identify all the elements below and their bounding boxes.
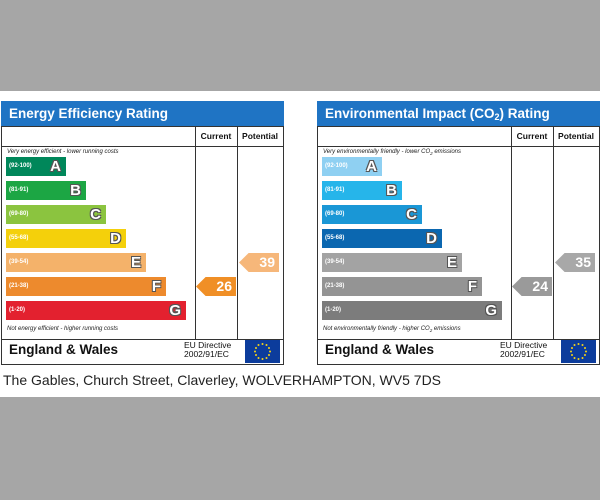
title-prefix: Environmental Impact (CO (325, 106, 495, 121)
potential-rating-arrow: 35 (555, 253, 595, 272)
potential-rating-value: 35 (575, 254, 591, 270)
bottom-note-subscript: 2 (429, 328, 433, 334)
rating-band-e: (39-54) E (6, 253, 146, 272)
eu-directive-line-1: EU Directive (500, 340, 548, 350)
band-range-label: (69-80) (325, 211, 345, 217)
property-address: The Gables, Church Street, Claverley, WO… (3, 372, 442, 388)
eu-directive-label: EU Directive 2002/91/EC (500, 341, 547, 359)
band-range-label: (69-80) (9, 211, 29, 217)
rating-band-e: (39-54) E (322, 253, 462, 272)
potential-column-header: Potential (242, 131, 278, 141)
band-letter: B (70, 182, 81, 199)
current-column-divider (195, 127, 196, 339)
band-letter: F (467, 278, 477, 295)
band-range-label: (21-38) (325, 283, 345, 289)
rating-band-d: (55-68) D (6, 229, 126, 248)
band-range-label: (39-54) (9, 259, 29, 265)
band-range-label: (55-68) (325, 235, 345, 241)
eu-directive-label: EU Directive 2002/91/EC (184, 341, 231, 359)
band-letter: B (386, 182, 397, 199)
current-rating-value: 24 (532, 278, 548, 294)
rating-band-f: (21-38) F (6, 277, 166, 296)
header-divider (2, 146, 283, 147)
rating-band-c: (69-80) C (6, 205, 106, 224)
band-range-label: (21-38) (9, 283, 29, 289)
panel-title: Environmental Impact (CO2) Rating (317, 101, 600, 126)
rating-table: Current Potential Very energy efficient … (1, 126, 284, 365)
band-letter: A (366, 158, 377, 175)
region-label: England & Wales (9, 342, 119, 357)
rating-band-g: (1-20) G (322, 301, 502, 320)
rating-band-a: (92-100) A (6, 157, 66, 176)
band-range-label: (55-68) (9, 235, 29, 241)
band-range-label: (39-54) (325, 259, 345, 265)
potential-rating-value: 39 (259, 254, 275, 270)
rating-band-f: (21-38) F (322, 277, 482, 296)
band-range-label: (81-91) (9, 187, 29, 193)
rating-table: Current Potential Very environmentally f… (317, 126, 600, 365)
energy-efficiency-panel: Energy Efficiency Rating Current Potenti… (1, 101, 284, 365)
footer-divider (318, 339, 599, 340)
rating-band-c: (69-80) C (322, 205, 422, 224)
band-range-label: (92-100) (325, 163, 348, 169)
top-note-suffix: emissions (432, 149, 462, 155)
eu-flag-icon (245, 340, 280, 363)
band-letter: A (50, 158, 61, 175)
bottom-note-suffix: emissions (432, 326, 461, 332)
band-letter: F (151, 278, 161, 295)
bottom-note: Not energy efficient - higher running co… (7, 326, 119, 332)
rating-band-b: (81-91) B (6, 181, 86, 200)
band-range-label: (1-20) (325, 307, 342, 313)
eu-directive-line-2: 2002/91/EC (184, 349, 229, 359)
potential-column-header: Potential (558, 131, 594, 141)
rating-band-d: (55-68) D (322, 229, 442, 248)
eu-directive-line-2: 2002/91/EC (500, 349, 545, 359)
band-letter: G (169, 302, 181, 319)
eu-flag-icon (561, 340, 596, 363)
title-subscript: 2 (494, 112, 500, 122)
potential-rating-arrow: 39 (239, 253, 279, 272)
bottom-note: Not environmentally friendly - higher CO… (323, 325, 461, 335)
eu-directive-line-1: EU Directive (184, 340, 232, 350)
band-letter: E (130, 254, 141, 271)
band-letter: E (446, 254, 457, 271)
band-letter: D (426, 230, 437, 247)
rating-band-b: (81-91) B (322, 181, 402, 200)
title-suffix: ) Rating (499, 106, 550, 121)
potential-column-divider (553, 127, 554, 339)
bottom-note-prefix: Not environmentally friendly - higher CO (323, 326, 430, 332)
top-note-subscript: 2 (430, 151, 433, 157)
band-letter: G (485, 302, 497, 319)
current-column-header: Current (516, 131, 548, 141)
top-note: Very energy efficient - lower running co… (7, 149, 119, 155)
current-rating-arrow: 24 (512, 277, 552, 296)
band-range-label: (81-91) (325, 187, 345, 193)
current-column-divider (511, 127, 512, 339)
band-range-label: (1-20) (9, 307, 26, 313)
potential-column-divider (237, 127, 238, 339)
band-letter: D (110, 230, 121, 247)
environmental-impact-panel: Environmental Impact (CO2) Rating Curren… (317, 101, 600, 365)
rating-band-g: (1-20) G (6, 301, 186, 320)
footer-divider (2, 339, 283, 340)
band-letter: C (90, 206, 101, 223)
top-note: Very environmentally friendly - lower CO… (323, 148, 461, 158)
current-column-header: Current (200, 131, 232, 141)
panel-title: Energy Efficiency Rating (1, 101, 284, 126)
header-divider (318, 146, 599, 147)
current-rating-value: 26 (216, 278, 232, 294)
band-range-label: (92-100) (9, 163, 32, 169)
current-rating-arrow: 26 (196, 277, 236, 296)
region-label: England & Wales (325, 342, 435, 357)
top-note-prefix: Very environmentally friendly - lower CO (323, 149, 431, 155)
rating-band-a: (92-100) A (322, 157, 382, 176)
band-letter: C (406, 206, 417, 223)
